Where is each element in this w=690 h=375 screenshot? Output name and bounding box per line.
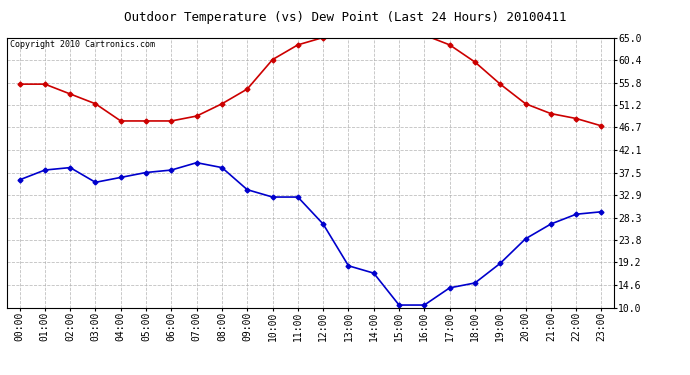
Text: Outdoor Temperature (vs) Dew Point (Last 24 Hours) 20100411: Outdoor Temperature (vs) Dew Point (Last… bbox=[124, 11, 566, 24]
Text: Copyright 2010 Cartronics.com: Copyright 2010 Cartronics.com bbox=[10, 40, 155, 49]
